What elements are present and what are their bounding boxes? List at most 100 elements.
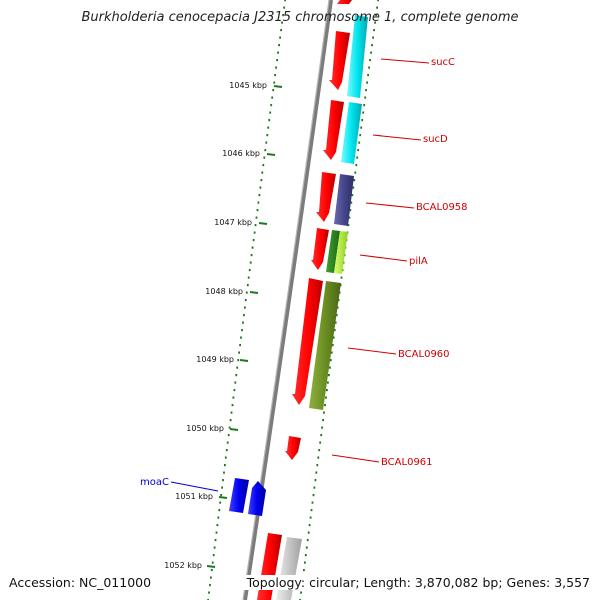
gene-label[interactable]: pilA: [409, 256, 428, 267]
track-dot: [326, 389, 328, 392]
track-dot: [311, 501, 314, 504]
track-dot: [269, 111, 272, 114]
track-dot: [236, 366, 239, 369]
track-dot: [354, 171, 357, 174]
track-dot: [280, 29, 282, 32]
gene-arrow-pilA[interactable]: [311, 228, 329, 270]
track-dot: [316, 464, 319, 467]
track-dot: [347, 224, 350, 227]
track-dot: [319, 441, 322, 444]
gene-label[interactable]: BCAL0960: [398, 349, 450, 360]
track-dot: [330, 351, 333, 354]
track-dot: [272, 89, 275, 92]
gene-label[interactable]: BCAL0958: [416, 202, 468, 213]
track-dot: [208, 591, 210, 594]
track-dot: [281, 21, 283, 24]
track-dot: [263, 156, 266, 159]
gene-label[interactable]: sucC: [431, 57, 455, 68]
track-dot: [340, 276, 343, 279]
track-dot: [235, 374, 238, 377]
kbp-label: 1049 kbp: [196, 355, 234, 364]
track-dot: [277, 51, 279, 54]
kbp-label: 1052 kbp: [164, 561, 202, 570]
track-dot: [300, 591, 302, 594]
kbp-label: 1047 kbp: [214, 218, 252, 227]
track-dot: [359, 134, 362, 137]
gene-arrow-BCAL0958[interactable]: [316, 172, 336, 222]
track-dot: [261, 171, 264, 174]
track-dot: [370, 51, 372, 54]
track-dot: [336, 306, 339, 309]
track-dot: [357, 149, 360, 152]
track-dot: [274, 74, 276, 77]
label-leader-line: [359, 254, 408, 262]
track-dot: [267, 126, 270, 129]
gene-label[interactable]: sucD: [423, 134, 448, 145]
track-dot: [239, 344, 241, 347]
track-dot: [215, 531, 218, 534]
gene-arrow-BCAL0961[interactable]: [285, 436, 301, 460]
track-dot: [374, 21, 376, 24]
label-leader-line: [170, 481, 219, 492]
track-dot: [355, 164, 358, 167]
track-dot: [327, 381, 329, 384]
kbp-label: 1045 kbp: [229, 81, 267, 90]
gene-arrow-sucD[interactable]: [323, 100, 344, 160]
gene-label[interactable]: BCAL0961: [381, 457, 433, 468]
track-dot: [312, 494, 315, 497]
gene-arrow-moaC[interactable]: [229, 478, 249, 513]
track-dot: [309, 516, 312, 519]
track-dot: [255, 216, 258, 219]
feature-bar-lime[interactable]: [334, 231, 348, 274]
label-leader-line: [380, 58, 430, 64]
track-dot: [233, 389, 236, 392]
track-dot: [335, 314, 338, 317]
track-dot: [256, 209, 259, 212]
track-dot: [257, 201, 260, 204]
track-dot: [308, 524, 311, 527]
track-dot: [318, 449, 321, 452]
track-dot: [358, 141, 361, 144]
label-leader-line: [331, 454, 380, 463]
chromosome-backbone-highlight: [242, 0, 330, 600]
track-dot: [369, 59, 371, 62]
track-dot: [210, 576, 212, 579]
gene-label[interactable]: moaC: [140, 477, 169, 488]
feature-bar-green[interactable]: [326, 230, 340, 273]
track-dot: [350, 201, 353, 204]
feature-bar-cyan[interactable]: [341, 102, 362, 164]
track-dot: [364, 96, 367, 99]
track-dot: [260, 179, 263, 182]
track-dot: [275, 66, 277, 69]
track-dot: [321, 426, 323, 429]
track-dot: [331, 344, 334, 347]
page-title: Burkholderia cenocepacia J2315 chromosom…: [81, 10, 519, 25]
track-dot: [232, 396, 235, 399]
track-dot: [248, 269, 251, 272]
feature-bar-slate[interactable]: [334, 174, 354, 226]
feature-bar-cyan[interactable]: [347, 15, 368, 98]
track-dot: [220, 494, 222, 497]
track-dot: [210, 569, 213, 572]
gene-arrow-forward[interactable]: [337, 0, 352, 4]
track-dot: [284, 0, 286, 2]
track-dot: [214, 539, 217, 542]
track-dot: [362, 111, 365, 114]
gene-arrow-BCAL0960[interactable]: [292, 278, 323, 405]
gene-arrow-sucC[interactable]: [329, 31, 350, 90]
accession-text: Accession: NC_011000: [9, 575, 156, 590]
kbp-label: 1051 kbp: [175, 492, 213, 501]
track-dot: [323, 411, 325, 414]
track-dot: [303, 569, 305, 572]
track-dot: [216, 524, 219, 527]
gene-arrow-reverse[interactable]: [248, 481, 266, 516]
genome-summary-text: Topology: circular; Length: 3,870,082 bp…: [242, 575, 590, 590]
track-dot: [237, 359, 240, 362]
track-dot: [337, 299, 340, 302]
track-dot: [283, 6, 285, 9]
feature-bar-olive[interactable]: [309, 281, 341, 410]
track-dot: [320, 434, 323, 437]
track-dot: [305, 546, 308, 549]
track-dot: [262, 164, 265, 167]
